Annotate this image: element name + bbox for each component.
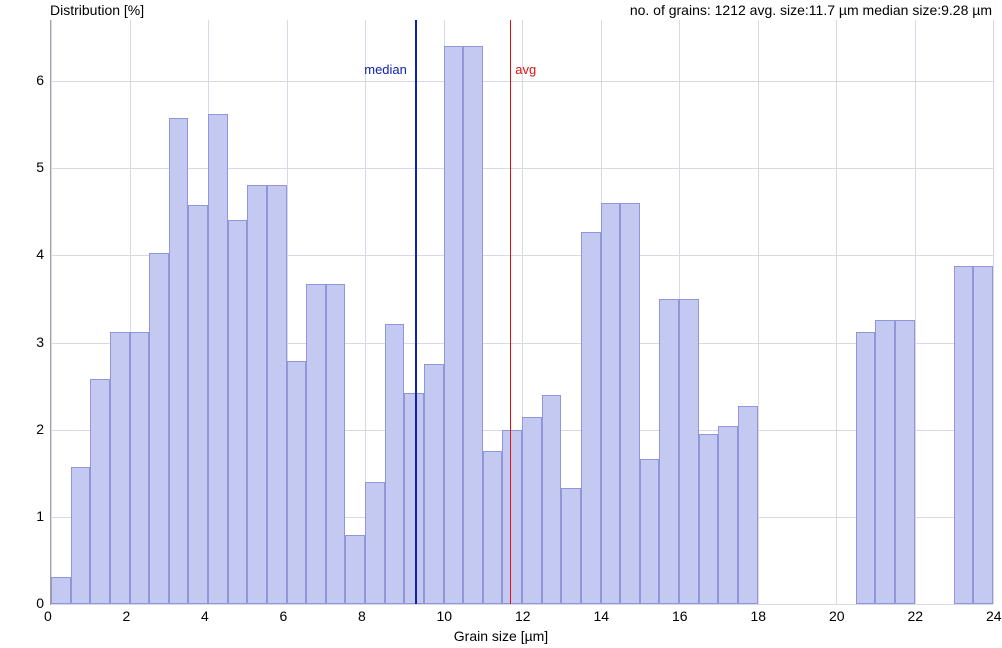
- x-tick-label: 2: [123, 608, 131, 624]
- y-tick-label: 1: [36, 508, 44, 524]
- grid-line-h: [51, 168, 993, 169]
- histogram-bar: [90, 379, 110, 604]
- histogram-bar: [228, 220, 248, 604]
- histogram-bar: [718, 426, 738, 604]
- histogram-bar: [738, 406, 758, 604]
- y-tick-label: 2: [36, 421, 44, 437]
- x-tick-label: 20: [829, 608, 845, 624]
- avg-line: [510, 20, 511, 604]
- x-tick-label: 24: [986, 608, 1002, 624]
- y-tick-label: 5: [36, 159, 44, 175]
- plot-area: [50, 20, 993, 605]
- histogram-bar: [169, 118, 189, 604]
- histogram-bar: [659, 299, 679, 604]
- x-tick-label: 4: [201, 608, 209, 624]
- histogram-bar: [345, 535, 365, 604]
- median-label: median: [364, 62, 407, 77]
- grain-size-histogram: Distribution [%] no. of grains: 1212 avg…: [0, 0, 1002, 648]
- x-tick-label: 8: [358, 608, 366, 624]
- histogram-bar: [188, 205, 208, 604]
- histogram-bar: [51, 577, 71, 604]
- stats-summary: no. of grains: 1212 avg. size:11.7 µm me…: [630, 2, 992, 18]
- x-tick-label: 16: [672, 608, 688, 624]
- histogram-bar: [895, 320, 915, 604]
- histogram-bar: [385, 324, 405, 604]
- histogram-bar: [149, 253, 169, 604]
- histogram-bar: [306, 284, 326, 604]
- x-tick-label: 10: [437, 608, 453, 624]
- median-line: [415, 20, 417, 604]
- histogram-bar: [71, 467, 91, 604]
- histogram-bar: [561, 488, 581, 604]
- y-axis-title: Distribution [%]: [50, 2, 144, 18]
- y-tick-label: 6: [36, 72, 44, 88]
- grid-line-h: [51, 604, 993, 605]
- x-tick-label: 14: [594, 608, 610, 624]
- x-tick-label: 6: [280, 608, 288, 624]
- histogram-bar: [581, 232, 601, 604]
- histogram-bar: [522, 417, 542, 604]
- histogram-bar: [973, 266, 993, 604]
- histogram-bar: [954, 266, 974, 604]
- x-tick-label: 18: [751, 608, 767, 624]
- histogram-bar: [247, 185, 267, 604]
- y-tick-label: 0: [36, 595, 44, 611]
- histogram-bar: [326, 284, 346, 604]
- histogram-bar: [856, 332, 876, 604]
- histogram-bar: [483, 451, 503, 604]
- histogram-bar: [287, 361, 307, 604]
- histogram-bar: [444, 46, 464, 604]
- histogram-bar: [601, 203, 621, 604]
- histogram-bar: [620, 203, 640, 604]
- histogram-bar: [502, 430, 522, 604]
- histogram-bar: [110, 332, 130, 604]
- histogram-bar: [424, 364, 444, 604]
- histogram-bar: [699, 434, 719, 604]
- y-tick-label: 3: [36, 334, 44, 350]
- avg-label: avg: [515, 62, 536, 77]
- histogram-bar: [267, 185, 287, 604]
- histogram-bar: [875, 320, 895, 604]
- histogram-bar: [208, 114, 228, 604]
- x-tick-label: 0: [44, 608, 52, 624]
- x-axis-title: Grain size [µm]: [0, 628, 1002, 644]
- grid-line-v: [993, 20, 994, 604]
- histogram-bar: [463, 46, 483, 604]
- x-tick-label: 12: [515, 608, 531, 624]
- histogram-bar: [365, 482, 385, 604]
- histogram-bar: [640, 459, 660, 604]
- x-tick-label: 22: [908, 608, 924, 624]
- grid-line-h: [51, 81, 993, 82]
- histogram-bar: [679, 299, 699, 604]
- y-tick-label: 4: [36, 246, 44, 262]
- histogram-bar: [542, 395, 562, 604]
- histogram-bar: [404, 393, 424, 604]
- histogram-bar: [130, 332, 150, 604]
